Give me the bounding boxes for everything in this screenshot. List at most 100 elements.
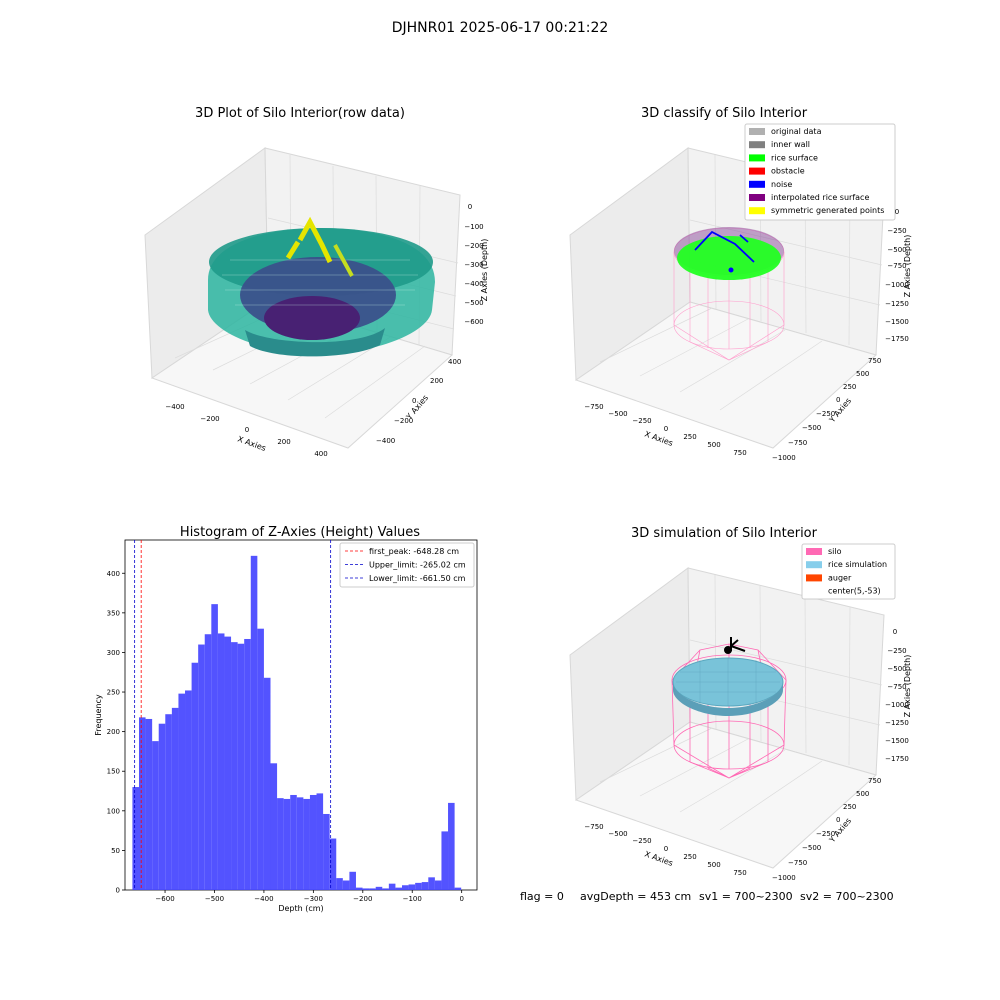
sim-ytick: 500 bbox=[856, 790, 869, 798]
footer-flag: flag = 0 bbox=[520, 890, 564, 903]
hist-xtick-label: −300 bbox=[304, 895, 323, 903]
footer-avgdepth: avgDepth = 453 cm bbox=[580, 890, 691, 903]
hist-bar bbox=[270, 763, 278, 890]
sim-legend: silo rice simulation auger center(5,-53) bbox=[801, 543, 896, 600]
raw-xlabel: X Axies bbox=[236, 434, 267, 453]
hist-bar bbox=[178, 693, 186, 890]
raw-ytick: 200 bbox=[430, 377, 443, 385]
raw-xtick: 200 bbox=[277, 438, 290, 446]
raw-scatter bbox=[208, 216, 435, 357]
classify-ytick: 0 bbox=[836, 396, 840, 404]
panel-histogram: Histogram of Z-Axies (Height) Values −60… bbox=[94, 525, 478, 913]
hist-bar bbox=[296, 797, 304, 890]
classify-ytick: −1000 bbox=[772, 454, 796, 462]
hist-bar bbox=[217, 633, 225, 890]
hist-bar bbox=[138, 717, 146, 890]
raw-title: 3D Plot of Silo Interior(row data) bbox=[195, 106, 405, 121]
sim-ytick: 250 bbox=[843, 803, 856, 811]
classify-noise bbox=[694, 230, 755, 263]
sim-zlabel: Z Axies (Depth) bbox=[903, 655, 912, 718]
classify-yticks: −1000 −750 −500 −250 0 250 500 750 bbox=[772, 357, 881, 462]
hist-bar bbox=[369, 888, 376, 890]
classify-ztick: 0 bbox=[895, 208, 899, 216]
footer-sv2: sv2 = 700~2300 bbox=[800, 890, 894, 903]
hist-legend-label: first_peak: -648.28 cm bbox=[369, 547, 459, 556]
sim-ztick: −500 bbox=[887, 665, 906, 673]
hist-bar bbox=[375, 886, 383, 890]
hist-ytick-label: 400 bbox=[107, 570, 120, 578]
hist-title: Histogram of Z-Axies (Height) Values bbox=[180, 525, 420, 540]
hist-bar bbox=[145, 718, 153, 890]
hist-bar bbox=[395, 887, 403, 890]
sim-xtick: 250 bbox=[683, 853, 696, 861]
raw-ztick: −600 bbox=[464, 318, 483, 326]
hist-yticks: 0 50 100 150 200 250 300 350 400 bbox=[107, 570, 125, 895]
classify-xtick: 500 bbox=[707, 441, 720, 449]
raw-ytick: −200 bbox=[394, 417, 413, 425]
sim-ytick: −1000 bbox=[772, 874, 796, 882]
hist-xtick-label: −400 bbox=[254, 895, 273, 903]
classify-xlabel: X Axies bbox=[643, 429, 674, 448]
sim-ztick: −1250 bbox=[885, 719, 909, 727]
classify-pane-floor bbox=[574, 301, 878, 449]
classify-xtick: 250 bbox=[683, 433, 696, 441]
hist-bar bbox=[415, 882, 422, 890]
sim-footer: flag = 0 avgDepth = 453 cm sv1 = 700~230… bbox=[520, 890, 894, 903]
sim-xtick: −750 bbox=[584, 823, 603, 831]
classify-xtick: −500 bbox=[608, 410, 627, 418]
hist-bar bbox=[250, 555, 258, 890]
classify-xtick: 0 bbox=[664, 425, 668, 433]
hist-ytick-label: 50 bbox=[111, 847, 120, 855]
legend-label: center(5,-53) bbox=[828, 587, 881, 596]
sim-ztick: −1500 bbox=[885, 737, 909, 745]
legend-swatch bbox=[749, 141, 765, 149]
hist-bar bbox=[342, 880, 350, 890]
hist-bar bbox=[277, 798, 284, 890]
hist-bar bbox=[382, 888, 389, 890]
sim-xtick: −500 bbox=[608, 830, 627, 838]
hist-xlabel: Depth (cm) bbox=[278, 904, 323, 913]
hist-bar bbox=[388, 883, 396, 890]
legend-label: silo bbox=[828, 547, 842, 556]
raw-ztick: −200 bbox=[464, 242, 483, 250]
sim-ztick: −750 bbox=[887, 683, 906, 691]
classify-ytick: −250 bbox=[816, 410, 835, 418]
raw-ylabel: Y Axies bbox=[404, 393, 430, 422]
sim-xtick: 500 bbox=[707, 861, 720, 869]
sim-ytick: 0 bbox=[836, 816, 840, 824]
hist-bar bbox=[421, 882, 429, 890]
sim-ztick: −1750 bbox=[885, 755, 909, 763]
raw-xtick: −200 bbox=[200, 415, 219, 423]
hist-bar bbox=[355, 887, 363, 890]
classify-ztick: −1750 bbox=[885, 335, 909, 343]
hist-ytick-label: 250 bbox=[107, 689, 120, 697]
hist-bar bbox=[132, 787, 139, 890]
raw-zlabel: Z Axies (Depth) bbox=[480, 239, 489, 302]
classify-xtick: −250 bbox=[632, 417, 651, 425]
legend-swatch bbox=[806, 574, 822, 582]
legend-swatch bbox=[806, 561, 822, 569]
hist-bar bbox=[329, 838, 337, 890]
classify-noise-point bbox=[728, 267, 734, 273]
raw-ztick: 0 bbox=[468, 203, 472, 211]
classify-ztick: −500 bbox=[887, 246, 906, 254]
classify-title: 3D classify of Silo Interior bbox=[641, 106, 808, 121]
hist-bar bbox=[309, 794, 317, 890]
hist-bar bbox=[198, 644, 205, 890]
sim-ytick: 750 bbox=[868, 777, 881, 785]
hist-bar bbox=[185, 690, 192, 890]
raw-xtick: −400 bbox=[165, 403, 184, 411]
raw-xticks: −400 −200 0 200 400 bbox=[165, 403, 327, 458]
hist-ylabel: Frequency bbox=[94, 694, 103, 736]
legend-swatch bbox=[749, 194, 765, 201]
hist-bar bbox=[428, 877, 435, 890]
hist-xtick-label: −600 bbox=[155, 895, 174, 903]
hist-bar bbox=[362, 888, 370, 890]
sim-ytick: −250 bbox=[816, 830, 835, 838]
sim-xtick: 0 bbox=[664, 845, 668, 853]
sim-ztick: −1000 bbox=[885, 701, 909, 709]
hist-bar bbox=[441, 831, 449, 890]
panel-simulation: 3D simulation of Silo Interior bbox=[520, 526, 912, 903]
raw-xtick: 0 bbox=[245, 426, 249, 434]
